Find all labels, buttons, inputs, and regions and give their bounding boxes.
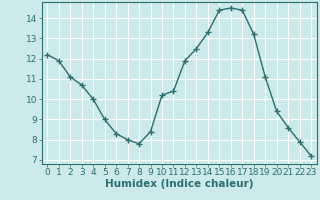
- X-axis label: Humidex (Indice chaleur): Humidex (Indice chaleur): [105, 179, 253, 189]
